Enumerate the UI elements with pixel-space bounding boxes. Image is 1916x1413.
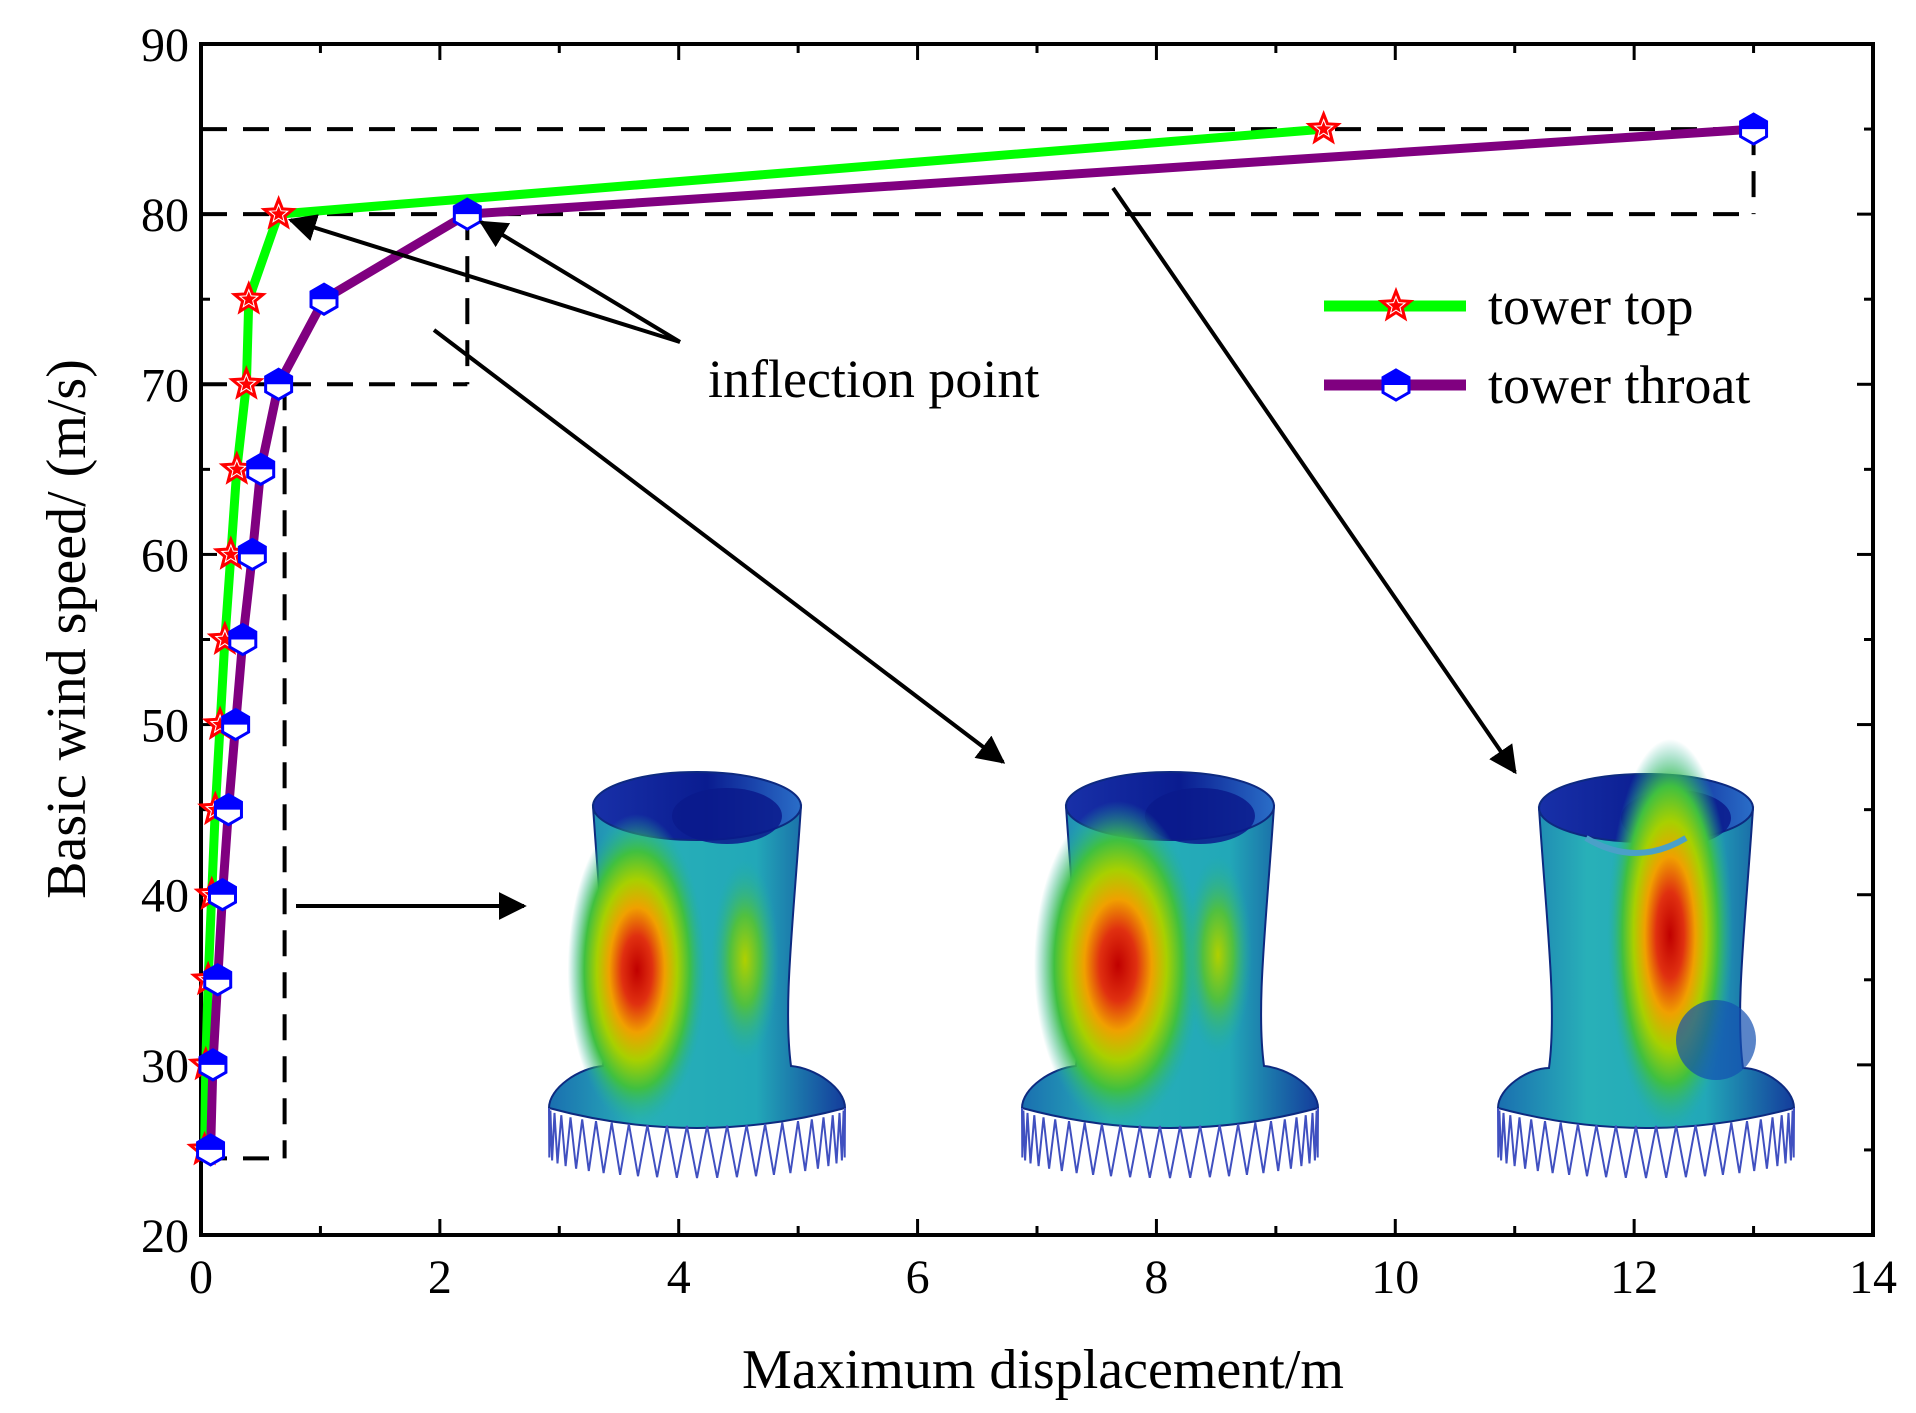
data-point-fill — [197, 1134, 224, 1150]
x-tick-label: 10 — [1371, 1251, 1419, 1304]
x-tick-label: 6 — [906, 1251, 930, 1304]
x-tick-label: 8 — [1144, 1251, 1168, 1304]
stress-sidespot — [1184, 855, 1252, 1055]
data-point-core — [223, 546, 239, 561]
data-point-core — [229, 461, 245, 476]
x-tick-label: 12 — [1610, 1251, 1658, 1304]
x-tick-label: 4 — [667, 1251, 691, 1304]
annotation-arrow — [287, 214, 681, 344]
data-point-fill — [1740, 114, 1767, 130]
support-columns — [1497, 1107, 1795, 1179]
stress-hotspot — [1034, 801, 1202, 1129]
tower-inner-wall — [1145, 788, 1255, 844]
y-tick-label: 90 — [141, 19, 189, 72]
stress-hotspot — [567, 814, 707, 1126]
legend-label-tower-throat: tower throat — [1488, 355, 1750, 415]
stress-lowspot — [1676, 1000, 1756, 1080]
data-point-core — [212, 716, 228, 732]
data-point-core — [238, 376, 254, 391]
data-point-fill — [229, 624, 256, 640]
annotation-inflection-point: inflection point — [708, 349, 1039, 409]
data-point-fill — [222, 709, 249, 725]
annotation-arrow — [1111, 186, 1517, 775]
y-tick-label: 20 — [141, 1210, 189, 1263]
data-point-fill — [209, 879, 236, 895]
annotation-arrow — [478, 220, 682, 344]
x-tick-label: 2 — [428, 1251, 452, 1304]
legend-marker-core — [1388, 298, 1404, 313]
tower-deformation-stage-1 — [547, 771, 847, 1179]
legend-marker-fill — [1383, 370, 1409, 385]
tower-deformation-stage-3 — [1496, 739, 1796, 1179]
data-point-core — [241, 291, 257, 306]
data-point-fill — [215, 794, 242, 810]
y-tick-label: 70 — [141, 359, 189, 412]
data-point-fill — [199, 1049, 226, 1065]
y-axis-title: Basic wind speed/ (m/s) — [36, 359, 98, 899]
x-tick-label: 0 — [189, 1251, 213, 1304]
data-point-fill — [239, 539, 266, 555]
data-point-fill — [454, 199, 481, 215]
data-point-core — [217, 631, 233, 646]
data-point-fill — [265, 369, 292, 385]
support-columns — [548, 1107, 846, 1179]
data-point-fill — [204, 964, 231, 980]
y-tick-label: 60 — [141, 529, 189, 582]
support-columns — [1021, 1107, 1319, 1179]
data-point-fill — [311, 284, 338, 300]
y-tick-label: 40 — [141, 870, 189, 923]
tower-deformation-stage-2 — [1020, 771, 1320, 1179]
legend: tower top tower throat — [1324, 276, 1750, 415]
annotation-arrow — [432, 328, 1006, 764]
x-axis-title: Maximum displacement/m — [742, 1339, 1344, 1401]
series-markers-tower-throat — [196, 112, 1769, 1167]
stress-sidespot — [711, 860, 779, 1060]
x-tick-label: 14 — [1849, 1251, 1897, 1304]
data-point-core — [1316, 121, 1332, 136]
data-point-fill — [247, 454, 274, 470]
y-tick-label: 50 — [141, 700, 189, 753]
buckling-fold — [1584, 835, 1688, 856]
tower-inner-wall — [672, 788, 782, 844]
data-point-core — [271, 206, 287, 221]
legend-label-tower-top: tower top — [1488, 276, 1693, 336]
y-tick-label: 30 — [141, 1040, 189, 1093]
y-tick-label: 80 — [141, 189, 189, 242]
